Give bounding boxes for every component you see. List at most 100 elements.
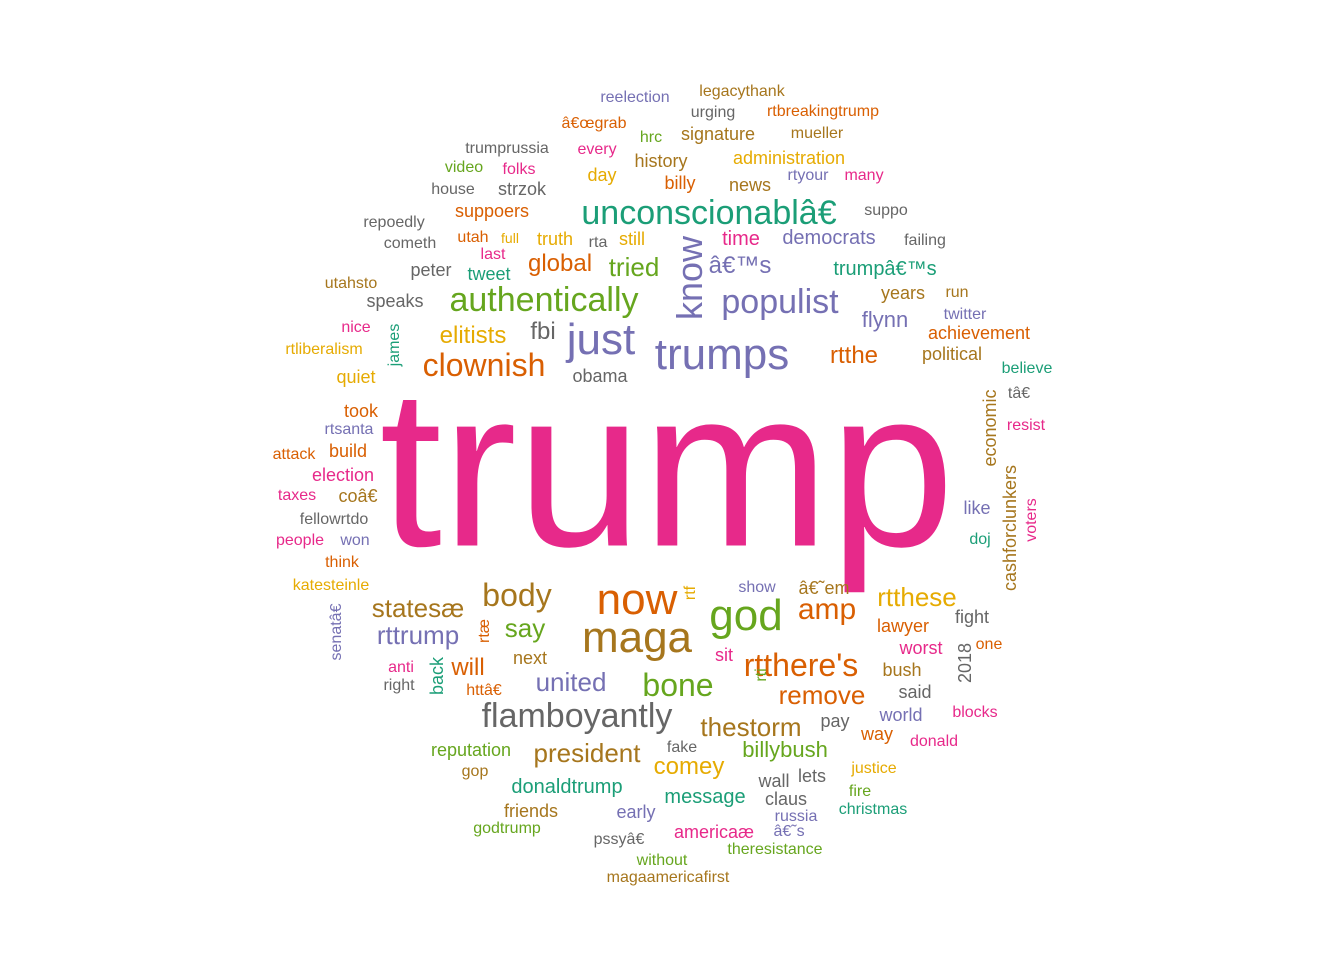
cloud-word-132: suppo xyxy=(864,202,908,219)
cloud-word-68: rtsanta xyxy=(324,421,374,438)
cloud-word-28: global xyxy=(527,250,593,277)
cloud-word-121: hrc xyxy=(639,129,663,146)
cloud-word-8: flamboyantly xyxy=(481,697,673,735)
cloud-word-63: speaks xyxy=(366,291,424,311)
cloud-word-143: tâ€ xyxy=(1007,385,1031,402)
cloud-word-100: lets xyxy=(797,766,827,786)
cloud-word-12: body xyxy=(482,577,552,613)
cloud-word-118: rtbreakingtrump xyxy=(766,103,880,120)
cloud-word-38: donaldtrump xyxy=(511,776,623,798)
cloud-word-31: rtthe xyxy=(829,342,879,369)
cloud-word-137: failing xyxy=(904,232,946,249)
cloud-word-128: strzok xyxy=(497,179,547,199)
cloud-word-105: fire xyxy=(848,783,872,800)
cloud-word-113: without xyxy=(636,852,688,869)
cloud-word-16: rtthese xyxy=(877,582,957,612)
cloud-word-44: economic xyxy=(980,389,1000,467)
cloud-word-139: run xyxy=(945,284,969,301)
cloud-word-112: pssyâ€ xyxy=(593,831,645,848)
cloud-word-141: nice xyxy=(341,319,371,336)
cloud-word-22: billybush xyxy=(742,737,828,762)
cloud-word-91: one xyxy=(975,636,1003,653)
cloud-word-144: resist xyxy=(1006,417,1046,434)
cloud-word-145: like xyxy=(963,498,991,518)
cloud-word-59: still xyxy=(619,229,645,249)
cloud-word-122: mueller xyxy=(790,125,844,142)
cloud-word-11: clownish xyxy=(422,347,546,383)
cloud-word-69: build xyxy=(328,441,368,461)
cloud-word-41: years xyxy=(880,283,926,303)
cloud-word-65: rtliberalism xyxy=(285,341,363,358)
cloud-word-64: james xyxy=(386,323,403,367)
cloud-word-130: billy xyxy=(664,173,696,193)
cloud-word-43: political xyxy=(921,344,983,364)
cloud-word-62: peter xyxy=(410,260,452,280)
cloud-word-60: rta xyxy=(588,234,608,251)
cloud-word-108: â€˜s xyxy=(773,823,805,840)
cloud-word-93: world xyxy=(879,705,923,725)
cloud-word-35: flynn xyxy=(861,307,909,332)
cloud-word-52: administration xyxy=(732,148,846,168)
cloud-word-117: legacythank xyxy=(699,83,785,100)
cloud-word-29: tried xyxy=(608,252,660,282)
cloud-word-123: trumprussia xyxy=(465,140,549,157)
cloud-word-96: donald xyxy=(909,733,959,750)
cloud-word-115: magaamericafirst xyxy=(606,869,730,886)
cloud-word-25: comey xyxy=(653,753,725,780)
cloud-word-133: cometh xyxy=(383,235,437,252)
cloud-word-94: blocks xyxy=(952,704,998,721)
cloud-word-33: democrats xyxy=(782,227,876,249)
cloud-word-78: katesteinle xyxy=(292,577,370,594)
cloud-word-0: trump xyxy=(379,341,955,594)
cloud-word-15: amp xyxy=(797,593,857,626)
cloud-word-84: httâ€ xyxy=(466,682,502,699)
cloud-word-127: house xyxy=(431,181,475,198)
cloud-word-26: fbi xyxy=(530,318,556,345)
cloud-word-54: news xyxy=(728,175,772,195)
cloud-word-95: way xyxy=(860,724,894,744)
cloud-word-147: voters xyxy=(1023,498,1040,542)
cloud-word-40: next xyxy=(512,648,548,668)
cloud-word-13: bone xyxy=(642,667,714,703)
cloud-word-79: senatâ€ xyxy=(328,603,345,661)
cloud-word-142: believe xyxy=(1001,360,1053,377)
cloud-word-53: signature xyxy=(680,124,756,144)
cloud-word-47: worst xyxy=(899,638,943,658)
cloud-word-37: will xyxy=(451,654,485,681)
cloud-word-30: â€™s xyxy=(708,252,772,279)
cloud-word-99: wall xyxy=(758,771,790,791)
cloud-word-5: trumps xyxy=(654,330,790,379)
cloud-word-124: every xyxy=(577,141,617,158)
cloud-word-146: doj xyxy=(969,531,991,548)
cloud-word-23: statesæ xyxy=(371,593,465,623)
cloud-word-106: early xyxy=(616,802,656,822)
cloud-word-71: election xyxy=(311,465,375,485)
cloud-word-107: americaæ xyxy=(673,822,755,842)
cloud-word-66: quiet xyxy=(336,367,376,387)
cloud-word-55: rtyour xyxy=(787,167,829,184)
cloud-word-88: â€˜em xyxy=(798,578,850,598)
cloud-word-119: urging xyxy=(690,104,736,121)
cloud-word-83: rtæ xyxy=(476,619,493,643)
cloud-word-36: obama xyxy=(572,366,628,386)
cloud-word-32: time xyxy=(722,228,760,250)
cloud-word-109: friends xyxy=(503,801,559,821)
cloud-word-97: sit xyxy=(715,645,733,665)
cloud-word-81: right xyxy=(383,677,415,694)
cloud-word-80: anti xyxy=(388,659,414,676)
cloud-word-76: won xyxy=(340,532,370,549)
cloud-word-90: 2018 xyxy=(955,642,975,684)
cloud-word-116: reelection xyxy=(600,89,670,106)
cloud-word-98: fake xyxy=(666,739,698,756)
cloud-word-2: maga xyxy=(581,613,693,662)
cloud-word-24: rttrump xyxy=(376,620,460,650)
cloud-word-72: taxes xyxy=(277,487,317,504)
cloud-word-82: back xyxy=(427,656,447,696)
cloud-word-101: claus xyxy=(764,789,808,809)
cloud-word-70: attack xyxy=(272,446,316,463)
cloud-word-111: godtrump xyxy=(473,820,541,837)
cloud-word-73: coâ€ xyxy=(338,486,378,506)
cloud-word-27: elitists xyxy=(439,322,507,349)
cloud-word-102: russia xyxy=(774,808,818,825)
